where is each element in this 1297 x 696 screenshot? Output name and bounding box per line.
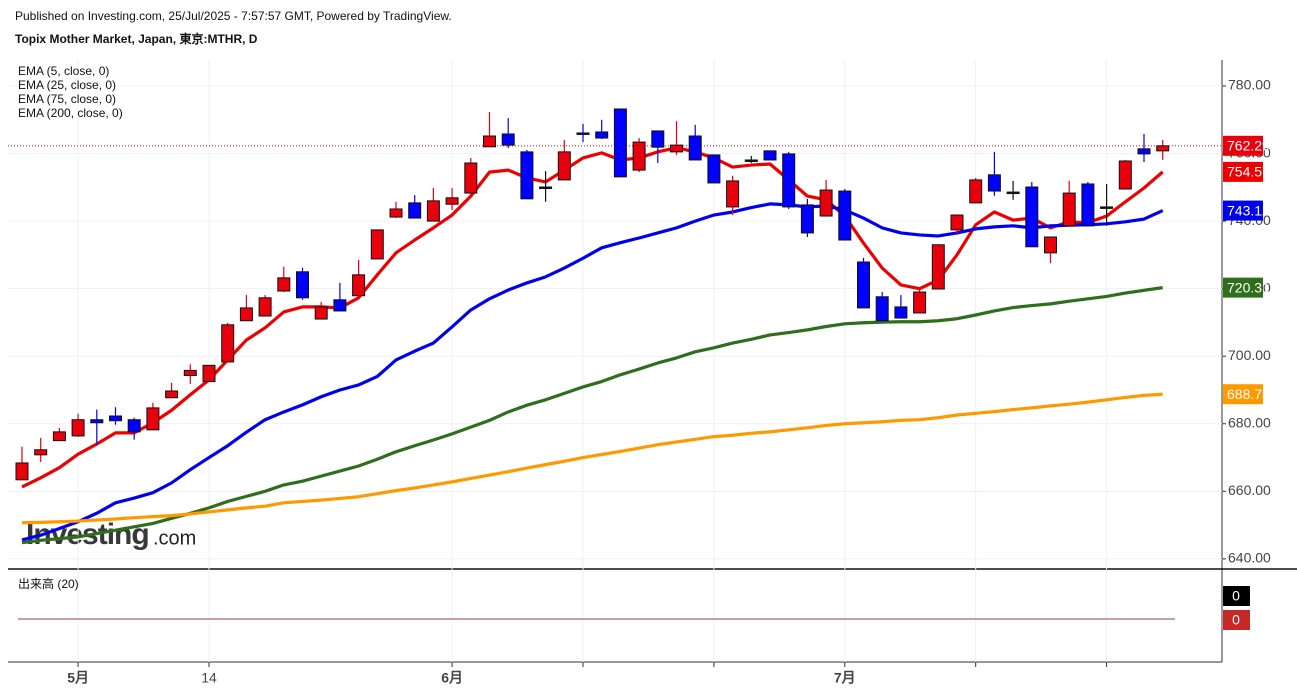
last-value-box xyxy=(1223,384,1263,405)
candle-body xyxy=(950,214,964,231)
candle-body xyxy=(15,462,29,481)
y-tick-label: 780.00 xyxy=(1228,77,1271,93)
candle-body xyxy=(52,431,66,442)
candle-body xyxy=(1006,191,1020,195)
last-value-box xyxy=(1223,161,1263,182)
candle-body xyxy=(1081,183,1095,227)
candle-body xyxy=(744,159,758,162)
volume-value-label: 0 xyxy=(1232,612,1240,628)
candle-body xyxy=(1156,145,1170,152)
last-value-box xyxy=(1223,200,1263,221)
y-tick-label: 700.00 xyxy=(1228,347,1271,363)
legend-entry: EMA (200, close, 0) xyxy=(18,106,123,120)
candle-body xyxy=(370,229,384,260)
candle-body xyxy=(1137,148,1151,155)
candle-body xyxy=(987,174,1001,192)
candle-body xyxy=(501,133,515,146)
x-tick-label: 7月 xyxy=(834,670,856,686)
candle-body xyxy=(90,419,104,424)
candle-body xyxy=(857,261,870,309)
last-value-label: 720.31 xyxy=(1227,279,1270,295)
candle-body xyxy=(258,297,272,317)
candle-body xyxy=(1118,160,1132,190)
candle-body xyxy=(296,271,309,299)
x-tick-label: 6月 xyxy=(441,670,463,686)
legend-entry: EMA (75, close, 0) xyxy=(18,92,116,106)
volume-label: 出来高 (20) xyxy=(18,576,79,591)
candle-body xyxy=(221,324,235,363)
candle-body xyxy=(670,144,683,153)
candle-body xyxy=(632,141,646,171)
candle-body xyxy=(539,186,553,189)
candle-body xyxy=(557,151,571,181)
candle-body xyxy=(1062,192,1076,227)
candle-body xyxy=(464,162,478,194)
candle-body xyxy=(931,244,945,290)
candle-body xyxy=(71,419,85,437)
ema-line xyxy=(21,202,1164,542)
candle-body xyxy=(127,419,141,433)
candle-body xyxy=(389,208,403,218)
ema-line xyxy=(21,286,1163,545)
candle-body xyxy=(1100,206,1114,209)
candle-body xyxy=(146,407,160,431)
candle-body xyxy=(333,299,347,312)
candle-body xyxy=(707,154,721,184)
volume-value-label: 0 xyxy=(1232,588,1240,604)
header: Published on Investing.com, 25/Jul/2025 … xyxy=(15,9,452,23)
candle-body xyxy=(239,307,253,322)
volume-value-box xyxy=(1223,586,1250,606)
x-tick-label: 5月 xyxy=(67,670,89,686)
volume-value-box xyxy=(1223,610,1250,630)
candle-body xyxy=(109,415,122,422)
last-value-label: 743.12 xyxy=(1227,202,1270,218)
candle-body xyxy=(202,364,216,383)
candle-body xyxy=(277,277,291,292)
candle-body xyxy=(913,291,927,314)
y-tick-label: 640.00 xyxy=(1228,550,1271,566)
candle-body xyxy=(969,179,983,204)
legend-entry: EMA (5, close, 0) xyxy=(18,64,109,78)
candle-body xyxy=(183,369,197,376)
y-tick-label: 660.00 xyxy=(1228,482,1271,498)
candle-body xyxy=(651,130,665,148)
last-value-label: 754.57 xyxy=(1227,164,1270,180)
candle-body xyxy=(595,131,609,139)
candle-body xyxy=(875,296,889,322)
candle-body xyxy=(576,132,590,135)
candle-body xyxy=(819,189,833,217)
candle-body xyxy=(520,151,534,200)
last-value-label: 688.75 xyxy=(1227,386,1270,402)
last-value-box xyxy=(1223,277,1263,298)
legend-entry: EMA (25, close, 0) xyxy=(18,78,116,92)
candle-body xyxy=(408,202,422,219)
candle-body xyxy=(763,150,777,161)
candle-body xyxy=(314,306,328,320)
chart-title: Topix Mother Market, Japan, 東京:MTHR, D xyxy=(15,31,258,46)
watermark-suffix: .com xyxy=(153,527,196,549)
candle-body xyxy=(1025,186,1039,248)
candle-body xyxy=(426,200,440,222)
x-tick-label: 14 xyxy=(201,670,217,686)
y-tick-label: 680.00 xyxy=(1228,414,1271,430)
candle-body xyxy=(838,190,852,241)
ema-line xyxy=(21,392,1163,525)
candle-body xyxy=(800,204,814,234)
candle-body xyxy=(483,135,496,148)
candle-body xyxy=(445,197,459,205)
last-value-label: 762.29 xyxy=(1227,138,1270,154)
candle-body xyxy=(726,180,740,208)
last-value-box xyxy=(1223,135,1263,156)
candle-body xyxy=(688,135,702,161)
candle-body xyxy=(34,449,48,456)
candle-body xyxy=(165,390,179,399)
candle-body xyxy=(613,108,627,178)
candle-body xyxy=(894,306,908,319)
candle-body xyxy=(1044,236,1057,254)
candle-body xyxy=(352,274,366,297)
candle-body xyxy=(782,153,796,208)
